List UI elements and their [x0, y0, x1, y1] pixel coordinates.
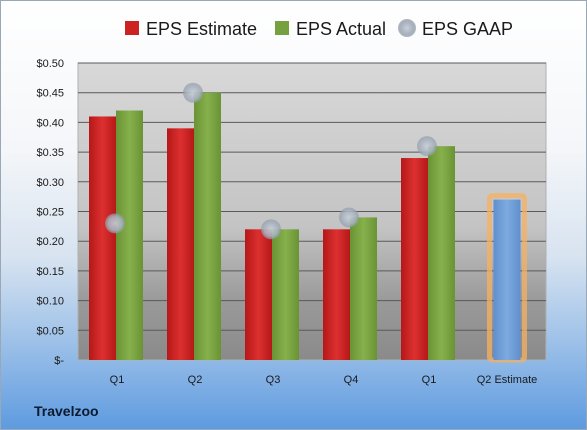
bar-actual-0 [116, 110, 143, 361]
x-axis: Q1 Q2 Q3 Q4 Q1 Q2 Estimate [110, 374, 538, 386]
y-tick-label-1: $0.05 [36, 325, 64, 337]
gaap-marker-3 [339, 207, 359, 228]
legend-swatch-estimate [125, 21, 139, 35]
y-tick-label-3: $0.15 [36, 266, 64, 278]
y-tick-label-7: $0.35 [36, 147, 64, 159]
x-tick-label-1: Q2 [188, 374, 203, 386]
bar-actual-2 [272, 229, 299, 360]
gaap-marker-2 [261, 219, 281, 240]
bar-actual-4 [428, 146, 455, 360]
legend-item-actual: EPS Actual [275, 19, 386, 39]
y-tick-label-0: $- [54, 355, 64, 367]
bar-estimate-1 [167, 128, 194, 360]
legend-label-gaap: EPS GAAP [422, 19, 513, 39]
y-tick-label-10: $0.50 [36, 58, 64, 70]
bar-actual-3 [350, 217, 377, 360]
y-tick-label-8: $0.40 [36, 117, 64, 129]
bar-estimate-3 [323, 229, 350, 360]
legend-swatch-gaap [398, 19, 416, 37]
bar-estimate-2 [245, 229, 272, 360]
x-tick-label-2: Q3 [266, 374, 281, 386]
legend-item-estimate: EPS Estimate [125, 19, 257, 39]
legend-label-actual: EPS Actual [296, 19, 386, 39]
legend-item-gaap: EPS GAAP [398, 19, 513, 39]
bar-estimate-4 [401, 158, 428, 360]
gaap-marker-0 [105, 213, 125, 234]
x-tick-label-4: Q1 [422, 374, 437, 386]
gaap-marker-1 [183, 82, 203, 103]
y-tick-label-4: $0.20 [36, 236, 64, 248]
legend-label-estimate: EPS Estimate [146, 19, 257, 39]
bar-q2-estimate [493, 199, 521, 360]
y-tick-label-6: $0.30 [36, 177, 64, 189]
x-tick-label-0: Q1 [110, 374, 125, 386]
x-tick-label-3: Q4 [344, 374, 359, 386]
legend: EPS Estimate EPS Actual EPS GAAP [125, 19, 513, 39]
gaap-marker-4 [417, 136, 437, 157]
gaap-markers [105, 82, 437, 240]
bars [89, 92, 527, 363]
y-axis: $- $0.05 $0.10 $0.15 $0.20 $0.25 $0.30 $0.35 $0.… [36, 58, 64, 367]
y-tick-label-9: $0.45 [36, 88, 64, 100]
legend-swatch-actual [275, 21, 289, 35]
y-tick-label-2: $0.10 [36, 296, 64, 308]
y-tick-label-5: $0.25 [36, 207, 64, 219]
grid-lines [78, 62, 546, 331]
bar-actual-1 [194, 92, 221, 360]
company-name: Travelzoo [34, 403, 99, 419]
bar-estimate-0 [89, 116, 116, 361]
x-tick-label-5: Q2 Estimate [477, 374, 538, 386]
